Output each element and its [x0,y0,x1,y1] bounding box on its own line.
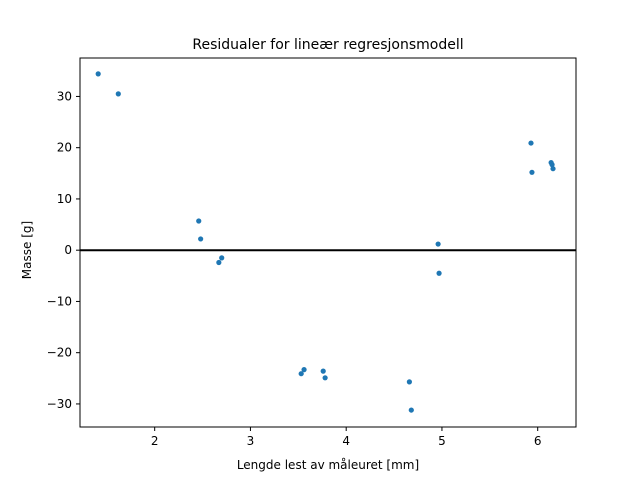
x-tick-label: 6 [534,434,542,448]
x-tick-label: 3 [247,434,255,448]
y-tick-label: 10 [57,192,72,206]
axes-border [79,57,577,428]
data-point [95,71,101,77]
data-point [435,241,441,247]
data-point [219,255,225,261]
y-tick-label: −30 [47,397,72,411]
y-axis-label: Masse [g] [20,221,34,279]
data-point [436,270,442,276]
data-point [529,169,535,175]
data-point [298,371,304,377]
data-point [528,140,534,146]
data-point [406,379,412,385]
data-point [196,218,202,224]
y-axis-ticks: −30 −20 −10 0 10 20 30 [47,89,80,411]
y-tick-label: 20 [57,141,72,155]
x-tick-label: 5 [438,434,446,448]
data-point [115,91,121,97]
data-points [95,71,556,413]
chart-title: Residualer for lineær regresjonsmodell [192,37,463,53]
y-tick-label: 0 [64,243,72,257]
x-tick-label: 2 [151,434,159,448]
y-tick-label: −10 [47,294,72,308]
x-axis-label: Lengde lest av måleuret [mm] [237,458,419,472]
data-point [216,259,222,266]
data-point [301,367,307,373]
data-point [549,162,555,168]
axes-background [80,58,576,427]
data-point [320,368,326,374]
data-point [408,407,414,413]
x-axis-ticks: 2 3 4 5 6 [151,427,542,448]
y-tick-label: −20 [47,346,72,360]
plot-area [79,57,577,428]
data-point [322,375,328,381]
data-point [198,236,204,242]
x-tick-label: 4 [342,434,350,448]
data-point [550,166,556,172]
y-tick-label: 30 [57,89,72,103]
